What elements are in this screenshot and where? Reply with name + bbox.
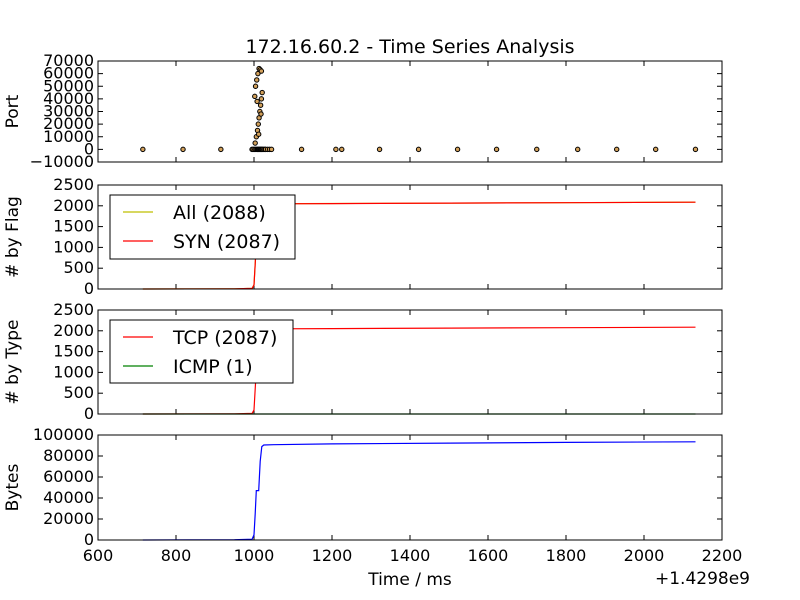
port-point [180, 146, 186, 153]
y-tick-label: 0 [84, 404, 94, 423]
port-point [534, 146, 540, 153]
x-tick-label: 1000 [234, 546, 275, 565]
port-point [255, 131, 262, 137]
port-point [254, 98, 260, 105]
x-tick-label: 2000 [624, 546, 665, 565]
y-tick-label: 2000 [53, 321, 94, 340]
legend-frame [109, 319, 294, 384]
port-point [218, 146, 224, 153]
y-axis-label: Port [3, 94, 23, 128]
y-tick-label: 70000 [43, 51, 94, 70]
y-tick-label: 10000 [43, 127, 94, 146]
y-tick-label: 40000 [43, 488, 94, 507]
y-tick-label: 1000 [53, 362, 94, 381]
y-tick-label: 1500 [53, 342, 94, 361]
port-point [140, 146, 146, 153]
port-point [254, 77, 260, 83]
panel-4: 100000 80000 60000 40000 20000 0 Bytes [3, 425, 723, 549]
x-axis-offset-label: +1.4298e9 [655, 569, 750, 589]
port-point [255, 70, 261, 77]
port-point [575, 146, 581, 153]
port-point [493, 146, 500, 153]
y-tick-label: 0 [84, 279, 94, 298]
port-point [653, 146, 659, 153]
legend: All (2088) SYN (2087) [109, 194, 296, 260]
panel-frame [97, 434, 723, 541]
x-tick-label: 600 [83, 546, 114, 565]
y-tick-label: 60000 [43, 64, 94, 83]
port-point [614, 146, 620, 153]
y-tick-label: 100000 [33, 425, 94, 444]
port-point [252, 83, 259, 89]
y-tick-label: −10000 [30, 152, 94, 171]
x-tick-label: 1800 [546, 546, 587, 565]
port-point [415, 146, 422, 153]
legend: TCP (2087) ICMP (1) [109, 319, 294, 384]
y-tick-label: 50000 [43, 76, 94, 95]
panel-1: 700006000050000400003000020000100000−100… [3, 51, 723, 171]
port-point [258, 111, 264, 117]
port-point [252, 93, 258, 100]
port-point [257, 102, 264, 108]
x-tick-label: 1400 [390, 546, 431, 565]
port-point [454, 146, 461, 153]
y-axis-label: # by Flag [3, 196, 23, 278]
legend-label: All (2088) [173, 202, 266, 224]
port-point [268, 146, 275, 153]
port-point [255, 121, 261, 127]
y-tick-label: 40000 [43, 89, 94, 108]
y-tick-label: 1000 [53, 237, 94, 256]
y-axis-label: Bytes [3, 464, 23, 512]
port-point [298, 146, 305, 153]
x-axis-label: Time / ms [367, 570, 452, 590]
x-tick-label: 1600 [468, 546, 509, 565]
y-tick-label: 1500 [53, 217, 94, 236]
port-point [339, 146, 345, 153]
legend-label: SYN (2087) [173, 231, 280, 253]
y-tick-label: 2000 [53, 196, 94, 215]
y-tick-label: 80000 [43, 446, 94, 465]
legend-label: TCP (2087) [172, 327, 277, 349]
panel-frame [97, 309, 723, 415]
y-tick-label: 500 [63, 258, 94, 277]
port-point [692, 146, 699, 153]
legend-frame [109, 194, 296, 260]
series-line [142, 441, 696, 541]
y-tick-label: 2500 [53, 175, 94, 194]
port-point [252, 140, 258, 146]
y-tick-label: 2500 [53, 300, 94, 319]
y-tick-label: 60000 [43, 467, 94, 486]
port-point [333, 146, 339, 153]
y-tick-label: 0 [84, 139, 94, 158]
port-point [258, 68, 265, 74]
port-point [259, 89, 265, 96]
x-tick-label: 2200 [702, 546, 743, 565]
port-point [258, 96, 265, 102]
panel-frame [97, 60, 723, 163]
chart-title: 172.16.60.2 - Time Series Analysis [245, 36, 574, 58]
x-tick-label: 1200 [312, 546, 353, 565]
panel-frame [97, 184, 723, 290]
y-axis-label: # by Type [3, 320, 23, 405]
y-tick-label: 0 [84, 530, 94, 549]
y-tick-label: 20000 [43, 509, 94, 528]
legend-label: ICMP (1) [173, 356, 253, 378]
plot-layer: 700006000050000400003000020000100000−100… [3, 51, 742, 565]
x-tick-label: 800 [161, 546, 192, 565]
y-tick-label: 20000 [43, 114, 94, 133]
y-tick-label: 500 [63, 383, 94, 402]
y-tick-label: 30000 [43, 102, 94, 121]
port-point [376, 146, 383, 153]
